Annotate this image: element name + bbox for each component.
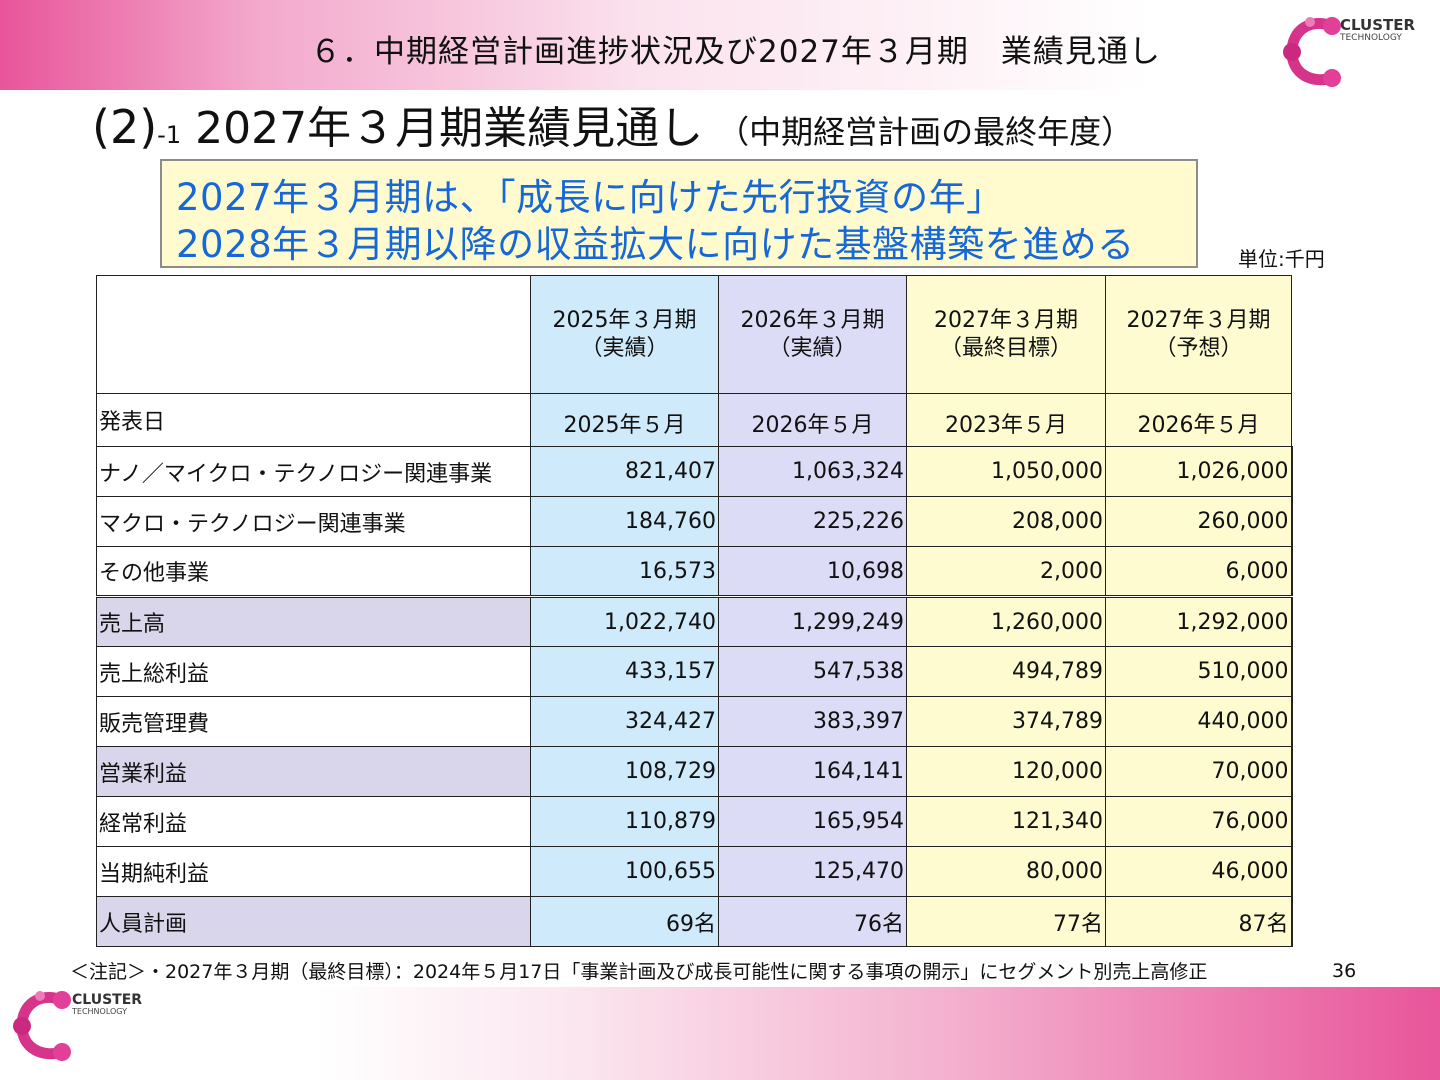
callout-line-1: 2027年３月期は、「成長に向けた先行投資の年」 xyxy=(176,176,1004,219)
table-cell: 547,538 xyxy=(718,646,907,697)
header-empty-cell xyxy=(96,275,531,394)
page-header-title: ６．中期経営計画進捗状況及び2027年３月期 業績見通し xyxy=(310,34,1161,70)
row-label: 経常利益 xyxy=(96,796,531,847)
table-cell: 77名 xyxy=(906,896,1106,947)
table-cell: 1,022,740 xyxy=(530,595,719,647)
section-heading: 2027年３月期業績見通し xyxy=(195,103,704,154)
row-label: 売上高 xyxy=(96,595,531,647)
table-cell: 1,026,000 xyxy=(1105,446,1293,497)
table-cell: 87名 xyxy=(1105,896,1293,947)
column-header: 2027年３月期 （最終目標） xyxy=(906,275,1106,394)
column-header: 2027年３月期 （予想） xyxy=(1105,275,1292,394)
table-cell: 374,789 xyxy=(906,696,1106,747)
table-cell: 225,226 xyxy=(718,496,907,547)
table-cell: 440,000 xyxy=(1105,696,1293,747)
callout-line-2: 2028年３月期以降の収益拡大に向けた基盤構築を進める xyxy=(176,223,1135,266)
section-subnumber: -1 xyxy=(157,121,182,149)
table-cell: 510,000 xyxy=(1105,646,1293,697)
table-row: 営業利益 108,729 164,141 120,000 70,000 xyxy=(96,746,1293,797)
header-band xyxy=(0,0,1440,90)
column-header: 2026年３月期 （実績） xyxy=(718,275,907,394)
logo-name: CLUSTER xyxy=(1340,16,1416,34)
table-cell: 494,789 xyxy=(906,646,1106,697)
summary-callout: 2027年３月期は、「成長に向けた先行投資の年」 2028年３月期以降の収益拡大… xyxy=(160,159,1198,268)
cluster-logo-icon xyxy=(1283,17,1341,87)
column-header: 2025年３月期 （実績） xyxy=(530,275,719,394)
table-cell: 1,299,249 xyxy=(718,595,907,647)
table-row: 当期純利益 100,655 125,470 80,000 46,000 xyxy=(96,846,1293,897)
forecast-table: 2025年３月期 （実績） 2026年３月期 （実績） 2027年３月期 （最終目標）… xyxy=(96,275,1293,947)
row-label: 当期純利益 xyxy=(96,846,531,897)
page-number: 36 xyxy=(1332,960,1357,982)
footer-logo-name: CLUSTER xyxy=(72,992,143,1008)
table-cell: 70,000 xyxy=(1105,746,1293,797)
table-cell: 260,000 xyxy=(1105,496,1293,547)
table-row: 売上総利益 433,157 547,538 494,789 510,000 xyxy=(96,646,1293,697)
unit-label: 単位:千円 xyxy=(1238,247,1325,271)
table-cell: 121,340 xyxy=(906,796,1106,847)
table-cell: 16,573 xyxy=(530,546,719,597)
table-row: 人員計画 69名 76名 77名 87名 xyxy=(96,896,1293,947)
table-cell: 80,000 xyxy=(906,846,1106,897)
table-cell: 1,050,000 xyxy=(906,446,1106,497)
row-label: マクロ・テクノロジー関連事業 xyxy=(96,496,531,547)
row-label: 販売管理費 xyxy=(96,696,531,747)
table-cell: 110,879 xyxy=(530,796,719,847)
table-cell: 2025年５月 xyxy=(530,393,719,447)
row-label: その他事業 xyxy=(96,546,531,597)
table-cell: 1,260,000 xyxy=(906,595,1106,647)
table-row: 経常利益 110,879 165,954 121,340 76,000 xyxy=(96,796,1293,847)
table-cell: 2026年５月 xyxy=(718,393,907,447)
table-row: 販売管理費 324,427 383,397 374,789 440,000 xyxy=(96,696,1293,747)
row-label: 発表日 xyxy=(96,393,531,447)
section-note: （中期経営計画の最終年度） xyxy=(717,113,1134,151)
table-cell: 2026年５月 xyxy=(1105,393,1292,447)
table-cell: 125,470 xyxy=(718,846,907,897)
table-cell: 324,427 xyxy=(530,696,719,747)
row-label: 売上総利益 xyxy=(96,646,531,697)
table-cell: 76,000 xyxy=(1105,796,1293,847)
footnote: ＜注記＞・2027年３月期（最終目標）：2024年５月17日「事業計画及び成長可… xyxy=(70,961,1208,983)
table-cell: 2,000 xyxy=(906,546,1106,597)
row-label: 営業利益 xyxy=(96,746,531,797)
table-row: ナノ／マイクロ・テクノロジー関連事業 821,407 1,063,324 1,050,… xyxy=(96,446,1293,497)
table-cell: 383,397 xyxy=(718,696,907,747)
section-title: (2)-1 2027年３月期業績見通し （中期経営計画の最終年度） xyxy=(92,92,1133,156)
table-cell: 165,954 xyxy=(718,796,907,847)
table-cell: 100,655 xyxy=(530,846,719,897)
logo-subtitle: TECHNOLOGY xyxy=(1340,33,1402,43)
table-header-row: 2025年３月期 （実績） 2026年３月期 （実績） 2027年３月期 （最終目標）… xyxy=(96,275,1292,394)
table-cell: 184,760 xyxy=(530,496,719,547)
table-row: その他事業 16,573 10,698 2,000 6,000 xyxy=(96,546,1293,597)
table-cell: 6,000 xyxy=(1105,546,1293,597)
table-cell: 76名 xyxy=(718,896,907,947)
table-cell: 433,157 xyxy=(530,646,719,697)
footer-logo-subtitle: TECHNOLOGY xyxy=(72,1007,127,1016)
cluster-footer-logo-icon xyxy=(13,991,71,1061)
table-cell: 120,000 xyxy=(906,746,1106,797)
table-cell: 164,141 xyxy=(718,746,907,797)
announce-date-row: 発表日 2025年５月 2026年５月 2023年５月 2026年５月 xyxy=(96,393,1292,447)
table-cell: 2023年５月 xyxy=(906,393,1106,447)
row-label: 人員計画 xyxy=(96,896,531,947)
table-row: マクロ・テクノロジー関連事業 184,760 225,226 208,000 260,0… xyxy=(96,496,1293,547)
table-cell: 108,729 xyxy=(530,746,719,797)
table-cell: 10,698 xyxy=(718,546,907,597)
table-cell: 821,407 xyxy=(530,446,719,497)
table-cell: 46,000 xyxy=(1105,846,1293,897)
table-row: 売上高 1,022,740 1,299,249 1,260,000 1,292,000 xyxy=(96,595,1293,647)
table-cell: 1,063,324 xyxy=(718,446,907,497)
table-cell: 69名 xyxy=(530,896,719,947)
footer-band xyxy=(0,987,1440,1080)
section-number: (2) xyxy=(92,100,158,154)
row-label: ナノ／マイクロ・テクノロジー関連事業 xyxy=(96,446,531,497)
table-cell: 1,292,000 xyxy=(1105,595,1293,647)
table-cell: 208,000 xyxy=(906,496,1106,547)
